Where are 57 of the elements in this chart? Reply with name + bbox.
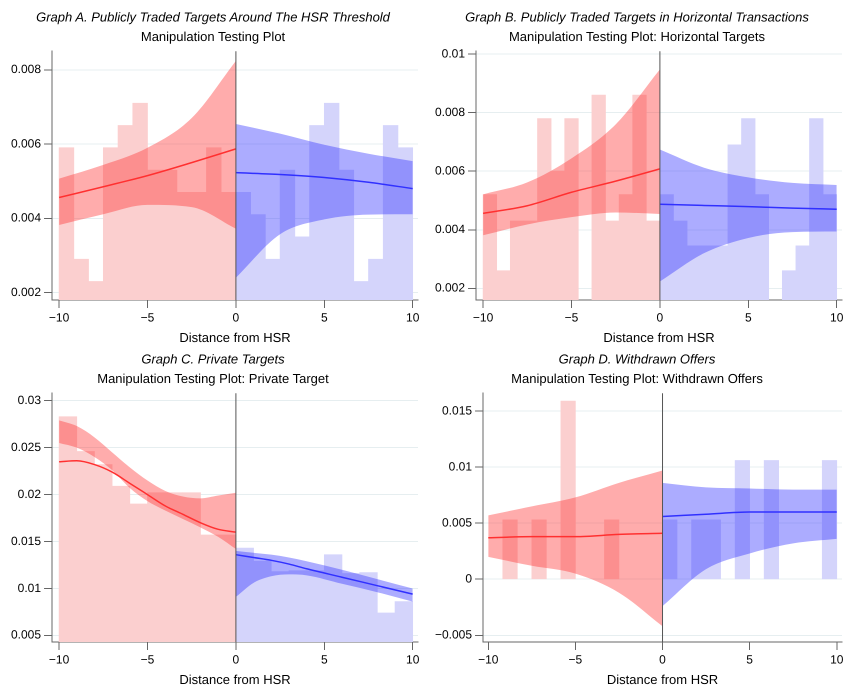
- y-tick-label: −0.005: [434, 628, 472, 642]
- x-axis-title: Distance from HSR: [179, 672, 291, 687]
- chart-title: Graph A. Publicly Traded Targets Around The HSR Threshold: [36, 9, 391, 24]
- chart-subtitle: Manipulation Testing Plot: Horizontal Targets: [508, 28, 766, 44]
- x-tick-label: 0: [232, 652, 240, 667]
- line-series: [58, 148, 237, 198]
- y-tick-label: 0.008: [435, 104, 466, 119]
- line-series: [58, 460, 237, 533]
- x-axis-title: Distance from HSR: [606, 672, 718, 687]
- x-axis-title: Distance from HSR: [179, 330, 291, 345]
- x-tick-label: 5: [320, 652, 328, 667]
- line-series: [235, 172, 414, 190]
- x-tick-label: −5: [140, 652, 155, 667]
- x-tick-label: 5: [320, 310, 328, 325]
- y-tick-label: 0.002: [11, 284, 42, 299]
- y-tick-label: 0.01: [448, 459, 472, 474]
- x-tick-label: 10: [830, 310, 844, 325]
- chart-title: Graph C. Private Targets: [141, 351, 286, 366]
- y-tick-label: 0.008: [11, 62, 42, 76]
- x-tick-label: 0: [232, 310, 240, 325]
- y-tick-label: 0.02: [18, 486, 42, 501]
- line-series: [235, 554, 414, 595]
- y-tick-label: 0.015: [442, 403, 472, 418]
- y-tick-label: 0.015: [11, 534, 42, 548]
- y-tick-label: 0.006: [11, 136, 42, 150]
- chart-title: Graph B. Publicly Traded Targets in Horizontal Transactions: [465, 9, 810, 24]
- x-tick-label: −10: [48, 652, 70, 667]
- x-tick-label: 5: [746, 652, 754, 667]
- x-tick-label: 5: [744, 310, 752, 325]
- x-tick-label: 10: [830, 652, 844, 667]
- y-tick-label: 0.03: [18, 393, 42, 408]
- chart-subtitle: Manipulation Testing Plot: Withdrawn Offers: [511, 370, 764, 386]
- y-tick-label: 0.01: [442, 46, 466, 60]
- x-tick-label: 0: [656, 310, 664, 325]
- x-tick-label: 0: [659, 652, 666, 667]
- y-tick-label: 0.025: [11, 440, 42, 454]
- y-tick-label: 0.006: [435, 164, 466, 178]
- chart-subtitle: Manipulation Testing Plot: [140, 28, 286, 44]
- line-series: [482, 168, 661, 214]
- y-tick-label: 0.01: [18, 580, 42, 595]
- y-tick-label: 0: [465, 572, 472, 586]
- chart-subtitle: Manipulation Testing Plot: Private Target: [97, 370, 330, 386]
- x-tick-label: −10: [472, 310, 494, 325]
- y-tick-label: 0.004: [435, 222, 466, 236]
- x-tick-label: −10: [478, 652, 499, 667]
- y-tick-label: 0.002: [435, 280, 466, 295]
- y-tick-label: 0.004: [11, 210, 42, 225]
- x-tick-label: 10: [406, 310, 420, 325]
- x-tick-label: −5: [568, 652, 583, 667]
- x-tick-label: 10: [406, 652, 420, 667]
- x-tick-label: −10: [48, 310, 70, 325]
- chart-title: Graph D. Withdrawn Offers: [558, 351, 716, 366]
- y-tick-label: 0.005: [11, 628, 42, 642]
- x-tick-label: −5: [564, 310, 579, 325]
- x-tick-label: −5: [140, 310, 155, 325]
- y-tick-label: 0.005: [442, 516, 472, 530]
- x-axis-title: Distance from HSR: [603, 330, 715, 345]
